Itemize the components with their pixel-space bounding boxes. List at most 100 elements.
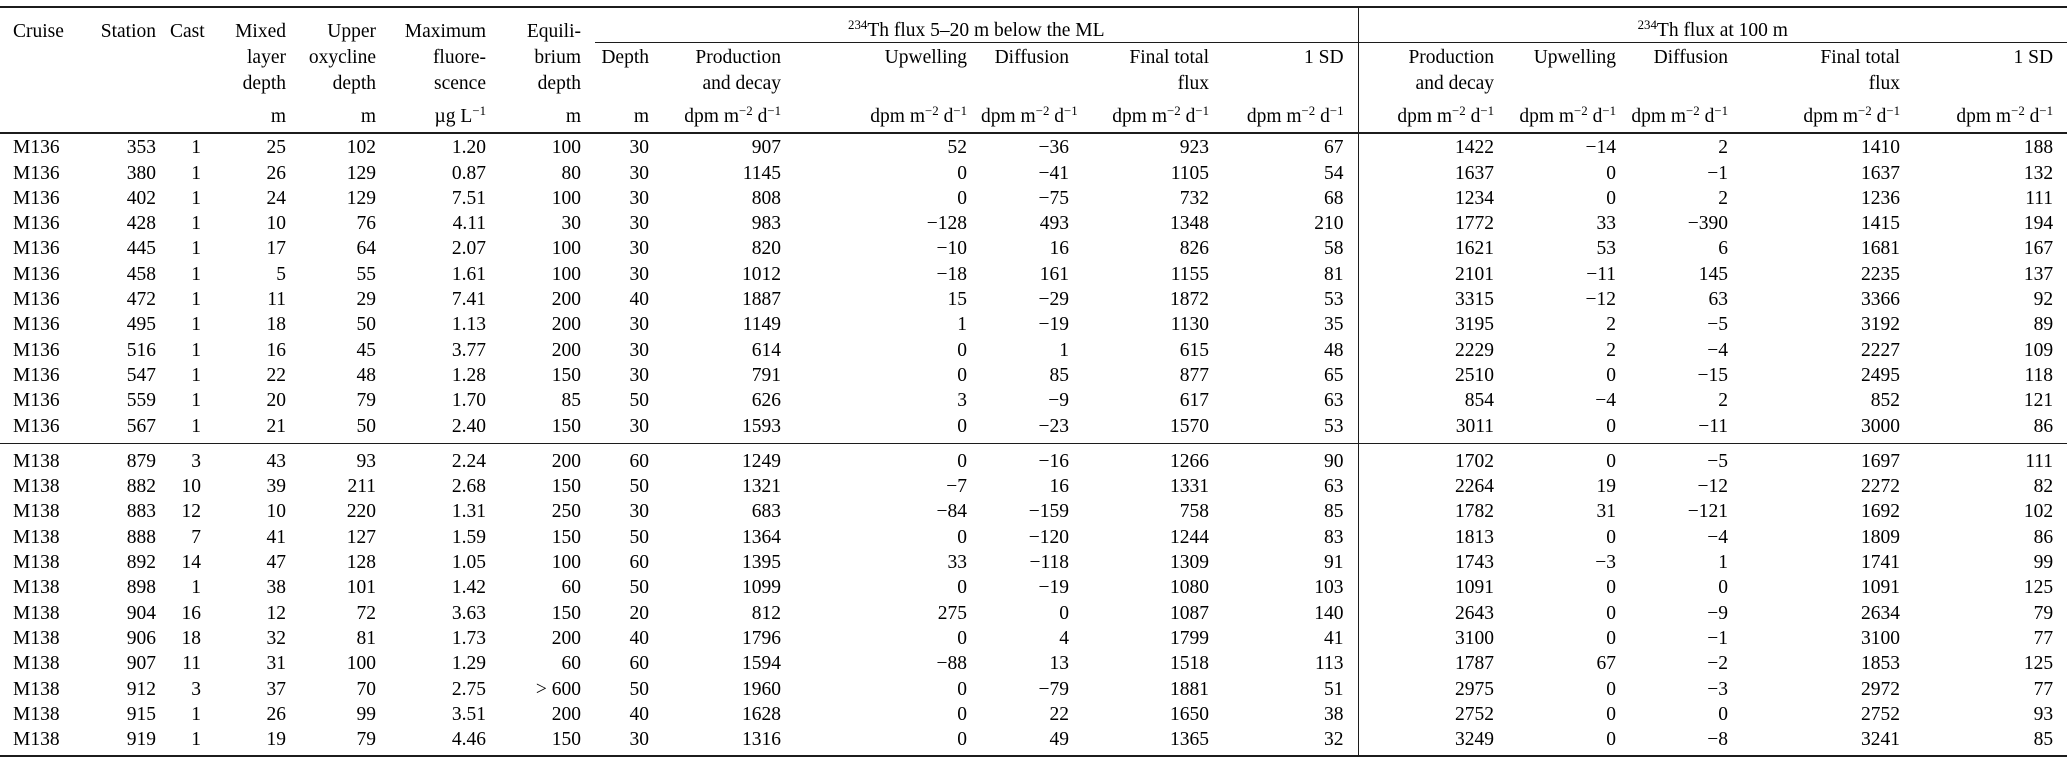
cell-depth: 60 xyxy=(629,653,650,675)
cell-final-total-flux-100m: 2227 xyxy=(1861,339,1901,361)
cell-upper-oxycline-depth: 129 xyxy=(346,162,376,184)
col-header-diffusion-ml: Diffusion xyxy=(994,47,1069,68)
cell-cruise: M136 xyxy=(13,162,60,184)
cell-final-total-flux-100m: 1741 xyxy=(1861,552,1901,574)
table-row: M138 915 1 26 99 3.51 200 40 1628 0 22 1650 38 2752 0 0… xyxy=(0,700,2067,726)
cell-depth: 40 xyxy=(629,703,650,725)
cell-cruise: M136 xyxy=(13,415,60,437)
cell-sd-100m: 102 xyxy=(2023,501,2054,523)
cell-max-fluorescence: 2.68 xyxy=(451,476,486,498)
cell-final-total-flux-ml: 826 xyxy=(1179,238,1209,260)
cell-cast: 1 xyxy=(191,238,201,260)
cell-station: 915 xyxy=(126,703,156,725)
cell-diffusion-100m: 6 xyxy=(1718,238,1729,260)
col-header-sd-100m: 1 SD xyxy=(2013,47,2054,68)
cell-final-total-flux-100m: 1853 xyxy=(1861,653,1901,675)
cell-final-total-flux-ml: 877 xyxy=(1179,364,1209,386)
cell-final-total-flux-ml: 1087 xyxy=(1170,602,1209,624)
cell-upwelling-100m: 0 xyxy=(1606,162,1617,184)
col-header-cruise: Cruise xyxy=(0,6,100,43)
cell-cruise: M138 xyxy=(13,476,60,498)
cell-final-total-flux-ml: 1881 xyxy=(1170,678,1209,700)
cell-equilibrium-depth: 30 xyxy=(561,213,582,235)
cell-upwelling-100m: 0 xyxy=(1606,187,1617,209)
cell-sd-ml: 91 xyxy=(1324,552,1344,574)
cell-diffusion-ml: −75 xyxy=(1038,187,1070,209)
cell-production-and-decay-100m: 3315 xyxy=(1357,285,1509,312)
cell-upper-oxycline-depth: 79 xyxy=(356,390,377,412)
cell-upwelling-ml: 0 xyxy=(957,187,967,209)
cell-production-and-decay-ml: 683 xyxy=(751,501,781,523)
spacer xyxy=(0,43,215,70)
col-header-mixed-line2: layer xyxy=(247,47,286,68)
spacer xyxy=(1630,69,1742,95)
cell-equilibrium-depth: 200 xyxy=(551,314,581,336)
cell-mixed-layer-depth: 16 xyxy=(266,339,287,361)
cell-cast: 12 xyxy=(181,501,202,523)
cell-station: 906 xyxy=(126,627,156,649)
cell-max-fluorescence: 2.24 xyxy=(390,442,500,473)
cell-upwelling-100m: 2 xyxy=(1606,339,1617,361)
cell-max-fluorescence: 1.29 xyxy=(451,653,486,675)
cell-upwelling-ml: 52 xyxy=(947,137,968,159)
table-row: M136 353 1 25 102 1.20 100 30 907 52 −36 923 67 1422 −… xyxy=(0,133,2067,160)
cell-upper-oxycline-depth: 100 xyxy=(346,653,376,675)
cell-equilibrium-depth: 200 xyxy=(500,442,595,473)
cell-production-and-decay-ml: 812 xyxy=(751,602,781,624)
cell-final-total-flux-ml: 1105 xyxy=(1170,162,1209,184)
cell-production-and-decay-100m: 2752 xyxy=(1357,700,1509,726)
cell-sd-ml: 65 xyxy=(1324,364,1344,386)
cell-equilibrium-depth: 60 xyxy=(561,577,582,599)
cell-mixed-layer-depth: 5 xyxy=(276,263,286,285)
cell-cruise: M136 xyxy=(13,213,60,235)
cell-cast: 3 xyxy=(191,678,201,700)
cell-equilibrium-depth: 150 xyxy=(551,364,581,386)
cell-sd-ml: 68 xyxy=(1324,187,1344,209)
table-row: M136 445 1 17 64 2.07 100 30 820 −10 16 826 58 1621 53… xyxy=(0,235,2067,261)
cell-production-and-decay-ml: 1012 xyxy=(742,263,781,285)
cell-final-total-flux-100m: 2495 xyxy=(1861,364,1901,386)
cell-upwelling-100m: 0 xyxy=(1606,415,1617,437)
col-header-upper-line3: depth xyxy=(332,73,376,94)
cell-production-and-decay-100m: 1782 xyxy=(1357,498,1509,524)
cell-final-total-flux-100m: 3366 xyxy=(1861,289,1901,311)
cell-upwelling-100m: 31 xyxy=(1596,501,1617,523)
cell-station: 559 xyxy=(126,390,156,412)
cell-production-and-decay-ml: 1594 xyxy=(742,653,781,675)
cell-diffusion-100m: −1 xyxy=(1707,162,1729,184)
cell-equilibrium-depth: 200 xyxy=(551,703,581,725)
cell-diffusion-ml: −41 xyxy=(1038,162,1070,184)
unit-production-ml: dpm m−2 d−1 xyxy=(663,95,795,134)
cell-final-total-flux-ml: 1309 xyxy=(1170,552,1209,574)
col-header-upwelling-100m: Upwelling xyxy=(1533,47,1617,68)
cell-sd-ml: 51 xyxy=(1324,678,1344,700)
cell-max-fluorescence: 1.42 xyxy=(451,577,486,599)
spacer xyxy=(1223,69,1358,95)
cell-upper-oxycline-depth: 50 xyxy=(356,415,377,437)
cell-diffusion-ml: −159 xyxy=(1028,501,1069,523)
cell-diffusion-ml: 49 xyxy=(981,725,1083,757)
cell-equilibrium-depth: 100 xyxy=(551,552,581,574)
cell-diffusion-100m: −15 xyxy=(1697,364,1729,386)
col-header-diffusion-100m: Diffusion xyxy=(1653,47,1729,68)
cell-production-and-decay-ml: 820 xyxy=(751,238,781,260)
table-row: M138 898 1 38 101 1.42 60 50 1099 0 −19 1080 103 1091… xyxy=(0,574,2067,600)
cell-depth: 50 xyxy=(629,678,650,700)
cell-cast: 1 xyxy=(191,213,201,235)
cell-diffusion-100m: −11 xyxy=(1698,415,1729,437)
cell-cruise: M138 xyxy=(13,627,60,649)
cell-production-and-decay-ml: 1395 xyxy=(742,552,781,574)
cell-station: 904 xyxy=(126,602,156,624)
cell-sd-ml: 210 xyxy=(1314,213,1344,235)
cell-max-fluorescence: 0.87 xyxy=(451,162,486,184)
cell-diffusion-ml: −19 xyxy=(1038,314,1070,336)
cell-sd-100m: 92 xyxy=(2033,289,2054,311)
cell-max-fluorescence: 1.73 xyxy=(451,627,486,649)
cell-upper-oxycline-depth: 220 xyxy=(346,501,376,523)
cell-cast: 1 xyxy=(191,415,201,437)
table-row: M138 907 11 31 100 1.29 60 60 1594 −88 13 1518 113 17… xyxy=(0,649,2067,676)
table-header: Cruise Station Cast Mixed Upper Maximum … xyxy=(0,6,2067,134)
cell-production-and-decay-ml: 1321 xyxy=(742,476,781,498)
cell-cruise: M138 xyxy=(13,678,60,700)
cell-sd-ml: 81 xyxy=(1324,263,1344,285)
